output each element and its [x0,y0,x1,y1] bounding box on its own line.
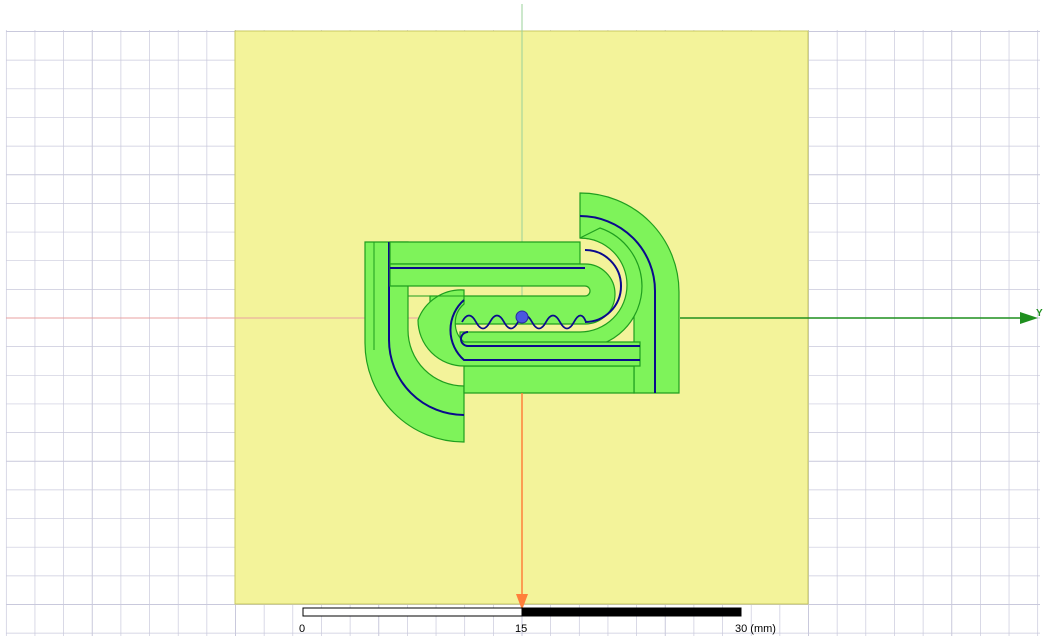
lower-band-inner-line [449,299,640,361]
y-axis-arrow-icon [1020,312,1038,324]
right-arc-inner-line [579,215,656,393]
bottom-horizontal-trace[interactable] [463,365,635,394]
y-axis-label: Y [1036,308,1043,319]
trace-structure[interactable] [364,192,680,443]
scale-bar-black-segment [521,607,742,617]
top-horizontal-trace[interactable] [389,241,581,265]
origin-marker[interactable] [515,310,529,324]
inner-u-line [460,331,640,347]
scale-label-30: 30 (mm) [735,623,776,635]
scale-label-15: 15 [515,623,527,635]
left-arc-inner-line [388,242,465,416]
scale-bar: 0 15 30 (mm) [299,607,776,635]
scale-bar-white-segment [302,607,523,617]
scale-label-0: 0 [299,623,305,635]
x-axis-arrow-icon [516,594,528,610]
right-u-inner-line [584,249,622,323]
